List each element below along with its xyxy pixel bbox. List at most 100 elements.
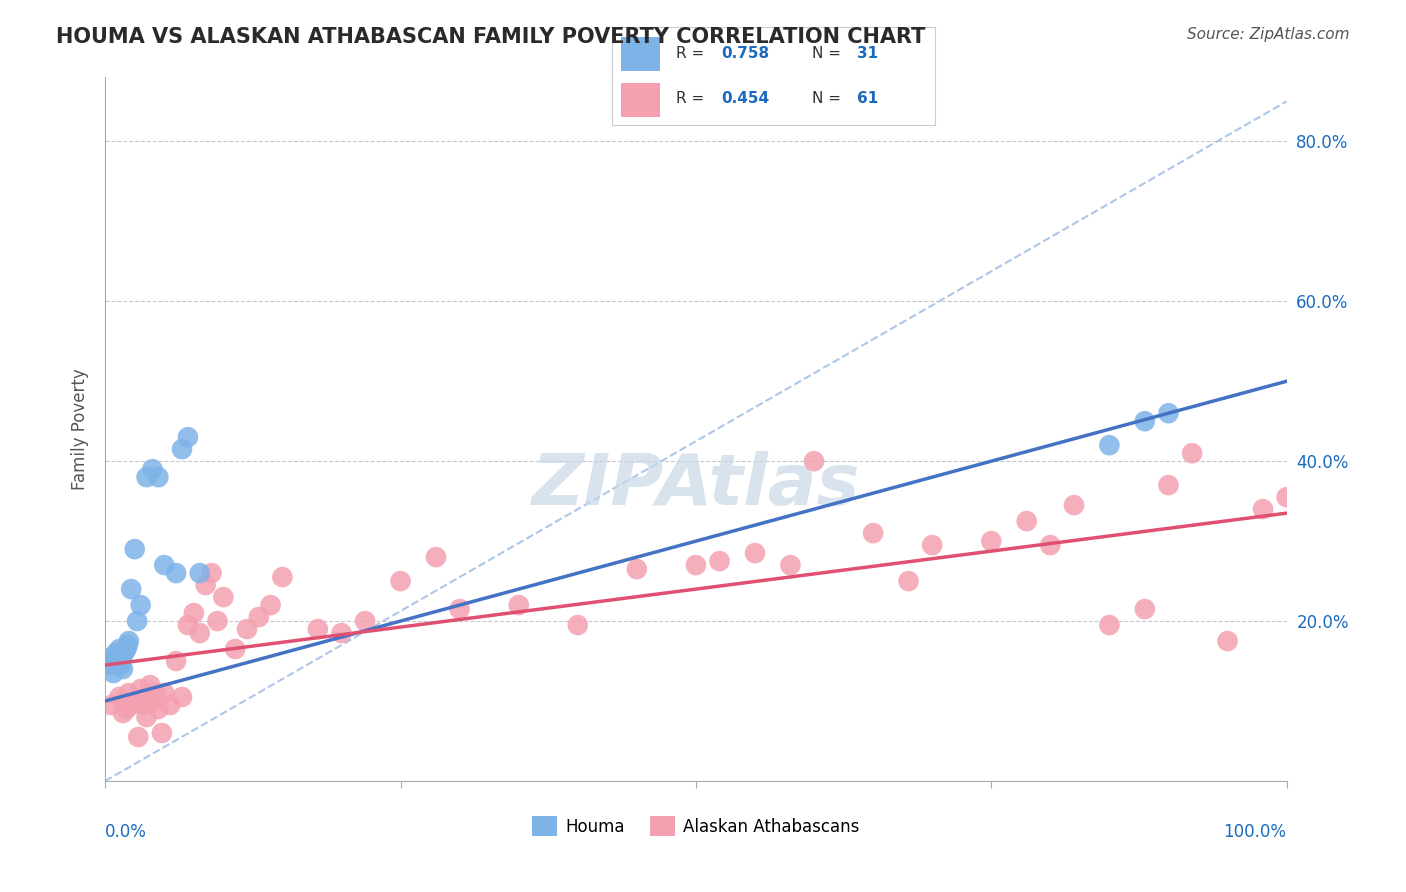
Point (1133, 414, 1156, 428)
Point (1216, 634, 1239, 648)
Point (170, 690, 193, 704)
Point (170, 442, 193, 457)
Point (108, 690, 131, 704)
Point (224, 642, 246, 657)
Point (104, 646, 127, 660)
Point (921, 538, 943, 552)
Point (389, 574, 412, 588)
Point (354, 614, 377, 628)
Point (129, 598, 152, 612)
Point (1251, 502, 1274, 516)
Point (980, 534, 1002, 549)
Point (330, 626, 353, 640)
Point (897, 574, 920, 588)
Point (200, 566, 222, 580)
Point (212, 590, 235, 604)
Point (183, 606, 205, 620)
Text: N =: N = (813, 45, 846, 61)
Legend: Houma, Alaskan Athabascans: Houma, Alaskan Athabascans (526, 809, 866, 843)
Text: Source: ZipAtlas.com: Source: ZipAtlas.com (1187, 27, 1350, 42)
Point (153, 558, 176, 573)
Point (129, 681, 152, 696)
Point (271, 570, 294, 584)
Point (153, 686, 176, 700)
Point (165, 566, 187, 580)
Text: R =: R = (676, 45, 710, 61)
Point (1275, 490, 1298, 504)
Point (124, 694, 146, 708)
Point (141, 694, 163, 708)
Point (150, 726, 173, 740)
Point (101, 650, 124, 665)
Point (425, 550, 447, 565)
Point (567, 618, 589, 632)
Point (307, 622, 329, 636)
Point (127, 730, 149, 744)
Point (194, 578, 217, 592)
Text: 61: 61 (858, 91, 879, 106)
Point (127, 614, 149, 628)
Point (165, 654, 187, 668)
Point (139, 678, 162, 692)
Text: ZIPAtlas: ZIPAtlas (531, 451, 860, 520)
Point (112, 694, 135, 708)
Text: HOUMA VS ALASKAN ATHABASCAN FAMILY POVERTY CORRELATION CHART: HOUMA VS ALASKAN ATHABASCAN FAMILY POVER… (56, 27, 925, 46)
Point (108, 642, 131, 657)
Text: R =: R = (676, 91, 710, 106)
Point (709, 554, 731, 568)
Point (107, 654, 129, 668)
Point (120, 582, 142, 596)
Point (143, 686, 166, 700)
Point (112, 646, 135, 660)
Point (117, 638, 139, 652)
Point (177, 430, 200, 444)
Point (1133, 602, 1156, 616)
Point (1015, 514, 1038, 528)
Point (120, 698, 142, 712)
Point (100, 698, 122, 712)
FancyBboxPatch shape (621, 37, 661, 71)
Text: 31: 31 (858, 45, 879, 61)
Point (111, 706, 134, 720)
Point (247, 610, 270, 624)
Point (118, 686, 141, 700)
Text: N =: N = (813, 91, 846, 106)
Point (685, 558, 707, 573)
Point (744, 546, 766, 560)
Point (111, 650, 134, 665)
FancyBboxPatch shape (621, 83, 661, 117)
Point (135, 710, 157, 724)
Point (862, 526, 884, 541)
Point (141, 462, 163, 476)
Point (118, 634, 141, 648)
Point (188, 626, 211, 640)
Point (1181, 446, 1204, 460)
Point (236, 622, 259, 636)
Point (124, 542, 146, 557)
Point (105, 658, 128, 673)
Point (1098, 618, 1121, 632)
Point (626, 562, 648, 576)
Point (1063, 498, 1085, 512)
Point (177, 618, 200, 632)
Point (508, 598, 530, 612)
Text: 0.758: 0.758 (721, 45, 769, 61)
Point (132, 698, 155, 712)
Point (110, 658, 132, 673)
Y-axis label: Family Poverty: Family Poverty (72, 368, 89, 490)
Point (449, 602, 471, 616)
Point (104, 654, 127, 668)
Text: 100.0%: 100.0% (1223, 823, 1286, 841)
Point (115, 642, 138, 657)
Point (1157, 478, 1180, 492)
Point (1039, 538, 1062, 552)
Point (1157, 406, 1180, 420)
Point (1098, 438, 1121, 452)
Point (105, 650, 128, 665)
Point (259, 598, 281, 612)
Point (98, 658, 121, 673)
Point (135, 470, 157, 484)
Point (207, 614, 229, 628)
Point (803, 454, 825, 468)
Point (111, 662, 134, 676)
